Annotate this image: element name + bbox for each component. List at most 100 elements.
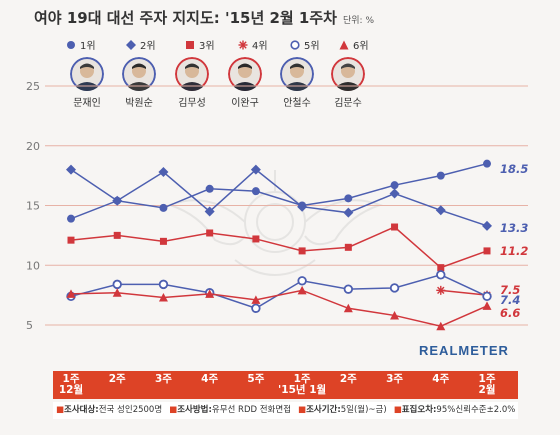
data-point [206, 229, 214, 237]
x-tick-week: 2주 [108, 373, 126, 385]
legend-label-2: 2위 [140, 41, 156, 52]
diamond-filled-icon [126, 39, 136, 50]
x-tick-week: 4주 [201, 373, 219, 385]
footer-item: ■ 조사기간: 5일(월)~금) [298, 402, 387, 419]
legend-label-5: 5위 [304, 41, 320, 52]
x-tick-week: 1주 [293, 373, 311, 385]
data-point [343, 207, 354, 218]
data-point [158, 167, 169, 178]
data-point [436, 171, 445, 180]
x-tick-label: 4주 [180, 374, 240, 385]
data-point [158, 293, 168, 302]
data-point [436, 285, 446, 295]
candidate-name-3: 김무성 [178, 98, 206, 109]
data-point [435, 205, 446, 216]
data-point [159, 237, 167, 245]
data-point [437, 264, 445, 272]
legend-label-1: 1위 [80, 41, 96, 52]
bullet-icon: ■ [56, 405, 65, 415]
avatar-4 [228, 57, 262, 91]
footer-value: 전국 성인2500명 [98, 405, 163, 415]
bullet-icon: ■ [393, 405, 402, 415]
end-value-label: 11.2 [500, 244, 528, 258]
x-tick-label: 1주 12월 [41, 374, 101, 396]
series-line [70, 274, 488, 310]
footer-item: ■ 조사방법: 유무선 RDD 전화면접 [169, 402, 291, 419]
series-line [70, 162, 488, 220]
y-tick-label: 25 [26, 80, 40, 93]
candidate-name-4: 이완구 [231, 98, 259, 109]
footer-item: ■ 조사대상: 전국 성인2500명 [56, 402, 162, 419]
avatar-3 [175, 57, 209, 91]
x-tick-label: 5주 [226, 374, 286, 385]
y-tick-label: 15 [26, 200, 40, 213]
legend: 1위 2위 3위 4위 5위 6위 [0, 37, 560, 52]
series-line [70, 168, 488, 227]
data-point [483, 159, 491, 168]
data-point [67, 214, 75, 223]
footer-key: 조사대상: [64, 405, 99, 415]
footer-value: 5일(월)~금) [340, 405, 387, 415]
legend-item-2: 2위 [126, 37, 156, 52]
data-point [159, 203, 168, 212]
data-point [251, 303, 261, 313]
data-point [251, 295, 261, 304]
x-tick-month: 2월 [478, 384, 496, 396]
y-tick-label: 20 [26, 140, 40, 153]
x-tick-week: 1주 [62, 373, 80, 385]
x-tick-label: 2주 [87, 374, 147, 385]
data-point [205, 289, 215, 298]
data-point [158, 279, 169, 290]
series-line [440, 289, 488, 296]
bullet-icon: ■ [298, 405, 307, 415]
data-point [343, 284, 354, 294]
data-point [436, 270, 446, 280]
data-point [389, 188, 400, 199]
legend-item-3: 3위 [185, 37, 215, 52]
end-value-label: 7.5 [500, 283, 520, 297]
legend-label-6: 6위 [353, 41, 369, 52]
data-point [483, 247, 491, 255]
data-point [343, 303, 353, 313]
footer-value: 유무선 RDD 전화면접 [211, 405, 292, 415]
unit-label: 단위: % [342, 16, 374, 26]
data-point [391, 223, 399, 231]
series-6 [66, 285, 492, 331]
data-point [482, 301, 492, 310]
asterisk-icon [238, 40, 248, 49]
data-point [205, 184, 214, 193]
x-tick-label: 4주 [411, 374, 471, 385]
footer-key: 표집오차: [401, 405, 437, 415]
end-value-label: 18.5 [500, 162, 528, 176]
series-3 [67, 223, 491, 272]
data-point [297, 201, 308, 212]
x-tick-week: 3주 [386, 373, 404, 385]
end-value-label: 7.4 [500, 293, 520, 307]
data-point [204, 206, 215, 217]
data-point [297, 276, 307, 286]
data-point [436, 321, 446, 331]
data-point [252, 235, 260, 243]
avatar-5 [280, 57, 314, 91]
candidate-name-6: 김문수 [334, 98, 362, 109]
data-point [112, 288, 122, 297]
end-value-label: 6.6 [500, 306, 520, 320]
end-labels: 18.5 13.3 11.2 7.57.46.6 [500, 162, 528, 320]
legend-item-4: 4위 [238, 37, 268, 52]
data-point [66, 289, 76, 298]
x-tick-week: 1주 [478, 373, 496, 385]
footer-value: 95%신뢰수준±2.0% [436, 405, 516, 415]
x-tick-label: 1주 '15년 1월 [272, 374, 332, 396]
data-point [482, 220, 492, 231]
footer-item: ■ 표집오차: 95%신뢰수준±2.0% [394, 402, 516, 419]
candidate-name-5: 안철수 [283, 98, 311, 109]
person-photo-icon [228, 57, 262, 91]
chart-title-text: 여야 19대 대선 주자 지지도: '15년 2월 1주차 [34, 9, 337, 27]
circle-filled-icon [67, 40, 75, 49]
candidate-name-2: 박원순 [125, 98, 153, 109]
data-point [250, 164, 261, 175]
triangle-filled-icon [339, 40, 349, 49]
y-axis: 5 10 15 20 25 [26, 80, 40, 332]
series-1 [67, 159, 491, 223]
x-tick-week: 3주 [154, 373, 172, 385]
